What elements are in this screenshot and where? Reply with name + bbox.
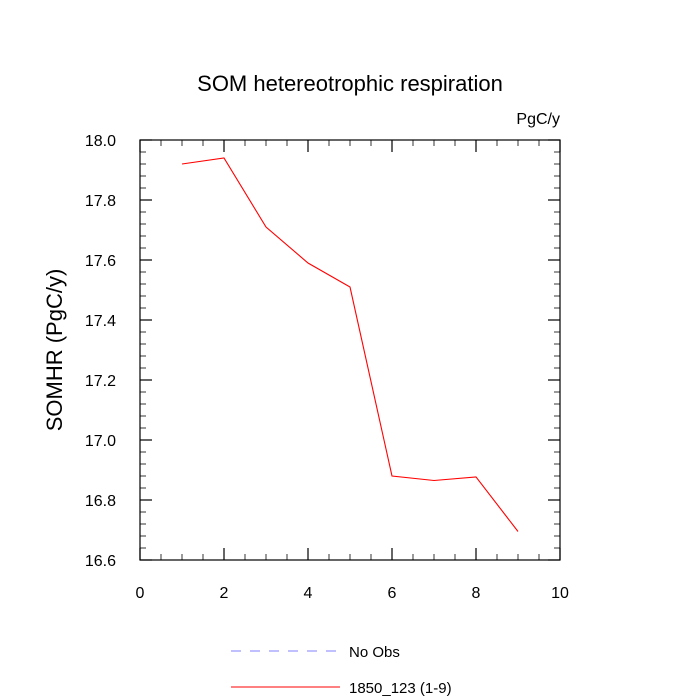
x-tick-label: 2 — [220, 585, 229, 602]
y-tick-label: 18.0 — [85, 133, 116, 150]
y-tick-label: 17.0 — [85, 433, 116, 450]
y-tick-label: 17.8 — [85, 193, 116, 210]
chart-title: SOM hetereotrophic respiration — [197, 71, 503, 96]
y-tick-label: 17.6 — [85, 253, 116, 270]
axis-ticks — [139, 139, 561, 561]
y-tick-label: 17.2 — [85, 373, 116, 390]
y-tick-label: 17.4 — [85, 313, 116, 330]
series-lines — [181, 157, 519, 532]
legend-label-0: No Obs — [349, 644, 400, 661]
y-tick-label: 16.8 — [85, 493, 116, 510]
units-label: PgC/y — [516, 111, 560, 128]
y-tick-label: 16.6 — [85, 553, 116, 570]
legend: No Obs 1850_123 (1-9) — [231, 644, 452, 697]
series-line-1 — [181, 157, 519, 532]
x-tick-label: 10 — [551, 585, 569, 602]
plot-frame — [139, 139, 561, 561]
x-tick-label: 4 — [304, 585, 313, 602]
legend-label-1: 1850_123 (1-9) — [349, 680, 452, 697]
x-tick-label: 0 — [136, 585, 145, 602]
y-axis-label: SOMHR (PgC/y) — [42, 269, 67, 432]
x-tick-label: 8 — [472, 585, 481, 602]
x-tick-label: 6 — [388, 585, 397, 602]
tick-labels: 0 2 4 6 8 10 16.6 16.8 17.0 17.2 17.4 17.6 17.8 18.0 — [85, 133, 569, 602]
